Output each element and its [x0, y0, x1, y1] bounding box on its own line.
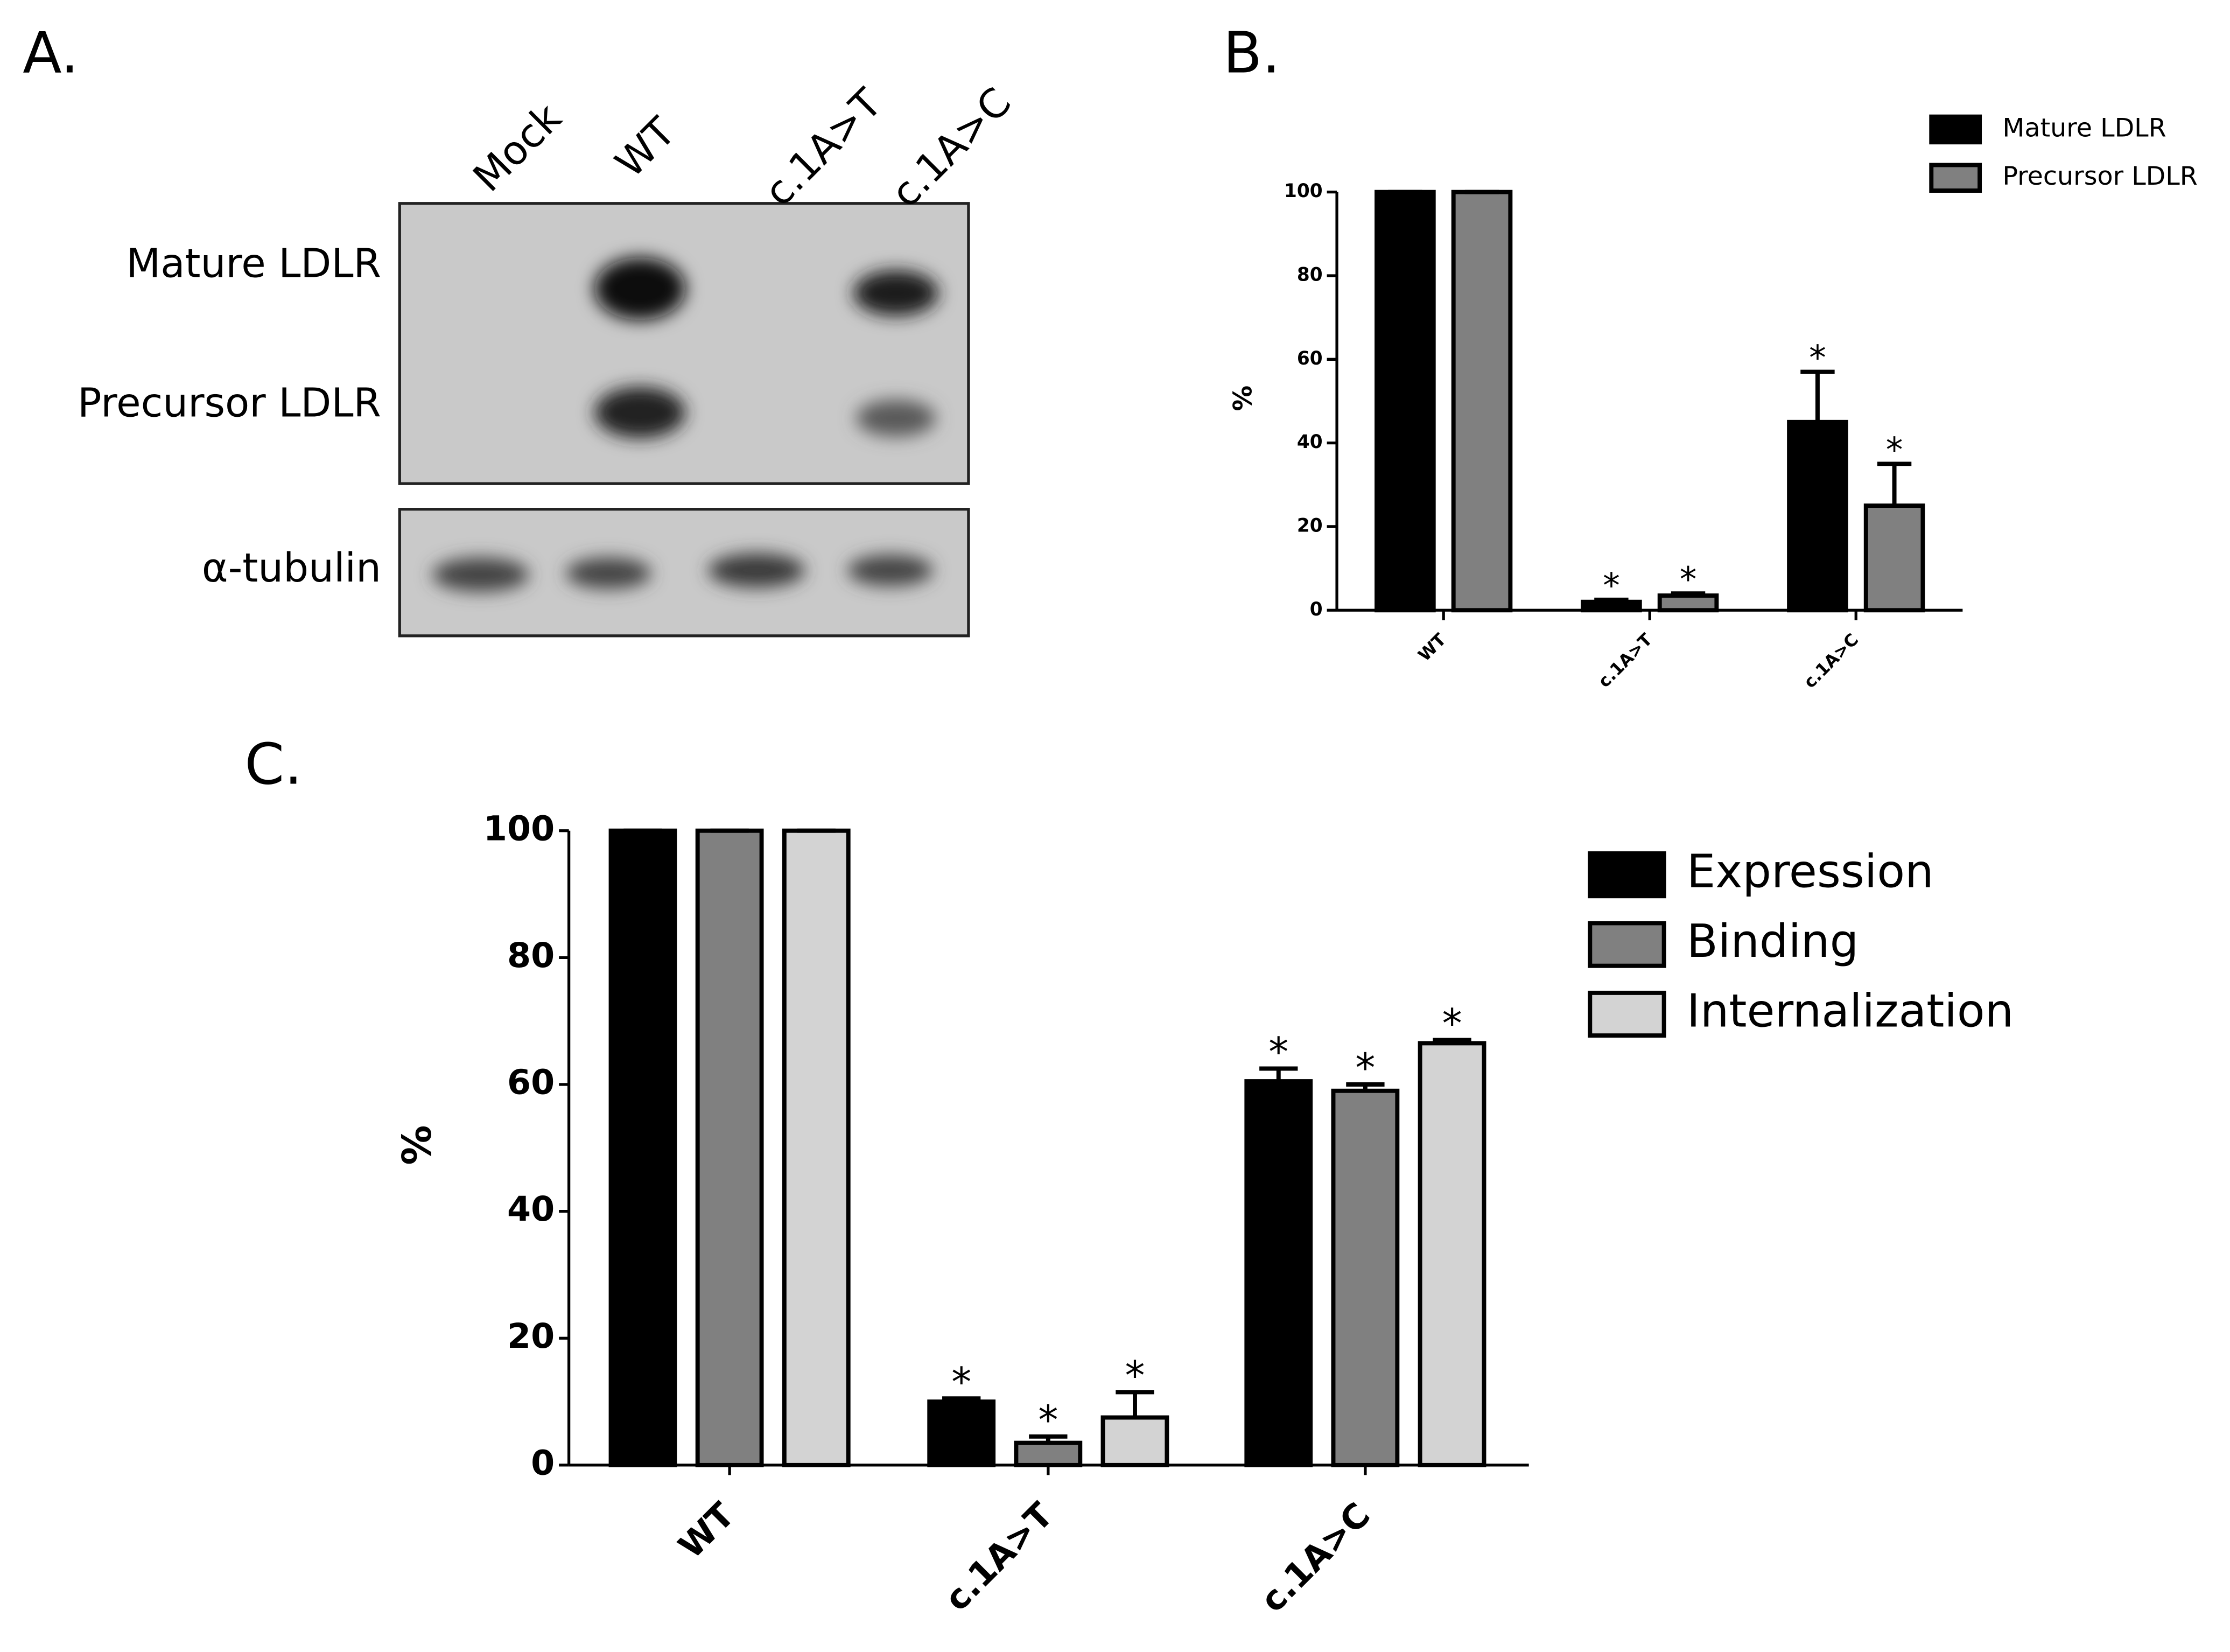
- row-label: Precursor LDLR: [78, 380, 381, 426]
- bar: [1100, 1415, 1169, 1467]
- y-tick-label: 60: [1297, 348, 1323, 369]
- legend-swatch: [1588, 921, 1666, 968]
- significance-marker: *: [951, 1359, 971, 1405]
- y-tick-label: 40: [507, 1189, 555, 1229]
- bar: [1451, 190, 1513, 613]
- legend-swatch: [1588, 990, 1666, 1038]
- significance-marker: *: [1886, 430, 1903, 470]
- bar: [1787, 419, 1848, 613]
- bar: [782, 828, 851, 1467]
- legend-swatch: [1929, 163, 1982, 193]
- bar: [1418, 1041, 1486, 1467]
- bar: [1375, 190, 1436, 613]
- legend-label: Precursor LDLR: [2002, 162, 2197, 191]
- lane-label: Mock: [465, 95, 571, 201]
- x-tick-label: c.1A>C: [1800, 630, 1862, 692]
- error-bar: [1433, 1038, 1471, 1044]
- y-tick-label: 20: [507, 1316, 555, 1356]
- lane-label: WT: [607, 108, 685, 186]
- panel-label: B.: [1223, 19, 1280, 86]
- x-tick-label: c.1A>T: [1595, 630, 1657, 692]
- y-tick-label: 0: [1310, 599, 1323, 620]
- x-tick-label: c.1A>C: [1253, 1495, 1378, 1620]
- bar: [1863, 503, 1925, 613]
- significance-marker: *: [1603, 565, 1620, 605]
- significance-marker: *: [1442, 1000, 1462, 1047]
- panel-label: C.: [244, 731, 302, 797]
- legend-label: Mature LDLR: [2002, 113, 2166, 143]
- x-tick-label: WT: [671, 1495, 742, 1566]
- error-bar: [1800, 369, 1835, 422]
- y-tick-label: 60: [507, 1062, 555, 1102]
- y-tick-label: 100: [483, 808, 555, 848]
- y-tick-label: 40: [1297, 431, 1323, 453]
- bar: [1244, 1079, 1313, 1467]
- error-bar: [1346, 1082, 1385, 1091]
- y-axis-label: %: [1228, 386, 1258, 411]
- row-label: Mature LDLR: [126, 241, 381, 287]
- y-tick-label: 20: [1297, 515, 1323, 536]
- y-axis-label: %: [394, 1125, 440, 1165]
- panel-label: A.: [23, 19, 79, 86]
- significance-marker: *: [1268, 1029, 1288, 1075]
- bar: [1014, 1440, 1083, 1467]
- legend-swatch: [1588, 851, 1666, 899]
- legend-label: Internalization: [1687, 984, 2014, 1037]
- bar: [608, 828, 677, 1467]
- y-tick-label: 80: [507, 935, 555, 975]
- significance-marker: *: [1809, 338, 1826, 377]
- error-bar: [1116, 1390, 1154, 1418]
- significance-marker: *: [1355, 1045, 1375, 1091]
- bar: [927, 1399, 996, 1467]
- bar: [695, 828, 764, 1467]
- blot-bands: [432, 257, 939, 592]
- x-tick-label: c.1A>T: [937, 1495, 1061, 1619]
- significance-marker: *: [1125, 1353, 1145, 1399]
- x-tick-label: WT: [1415, 630, 1450, 666]
- error-bar: [1259, 1066, 1298, 1082]
- legend-label: Expression: [1687, 845, 1934, 898]
- error-bar: [1594, 597, 1629, 602]
- row-label: α-tubulin: [202, 545, 381, 591]
- legend-label: Binding: [1687, 915, 1859, 968]
- y-tick-label: 100: [1284, 180, 1323, 202]
- error-bar: [942, 1396, 981, 1402]
- lane-label: c.1A>T: [755, 80, 891, 215]
- significance-marker: *: [1680, 559, 1697, 599]
- error-bar: [1877, 461, 1912, 506]
- lane-label: c.1A>C: [882, 79, 1020, 216]
- error-bar: [1671, 591, 1706, 596]
- legend-swatch: [1929, 114, 1982, 145]
- blot-membrane: [398, 202, 970, 485]
- significance-marker: *: [1038, 1397, 1058, 1443]
- bar: [1331, 1088, 1400, 1467]
- y-tick-label: 80: [1297, 264, 1323, 285]
- error-bar: [1029, 1434, 1068, 1443]
- y-tick-label: 0: [531, 1443, 555, 1482]
